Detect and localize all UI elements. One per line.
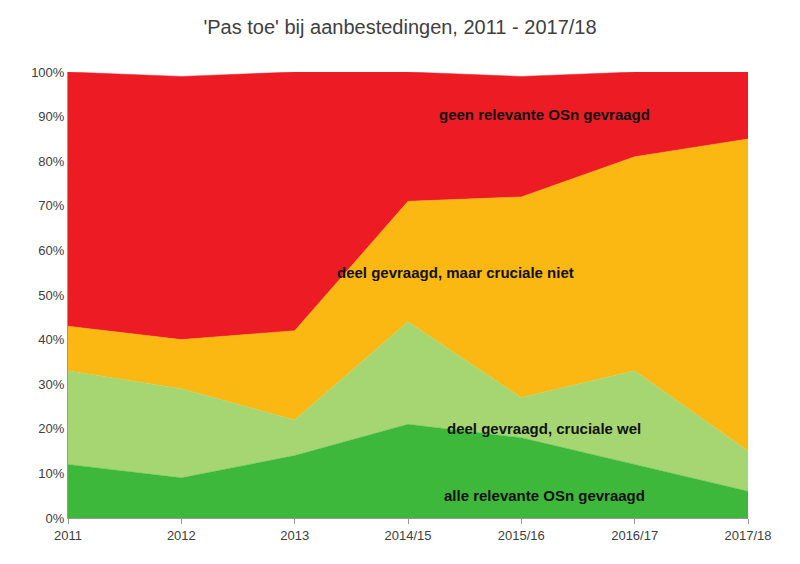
svg-text:100%: 100% xyxy=(31,65,65,80)
svg-text:2017/18: 2017/18 xyxy=(725,528,772,543)
svg-text:70%: 70% xyxy=(38,198,64,213)
svg-text:60%: 60% xyxy=(38,243,64,258)
svg-text:alle relevante OSn gevraagd: alle relevante OSn gevraagd xyxy=(444,487,645,504)
svg-text:40%: 40% xyxy=(38,332,64,347)
svg-text:2015/16: 2015/16 xyxy=(498,528,545,543)
svg-text:deel gevraagd, maar cruciale n: deel gevraagd, maar cruciale niet xyxy=(337,264,574,281)
svg-text:'Pas toe' bij aanbestedingen,: 'Pas toe' bij aanbestedingen, 2011 - 201… xyxy=(203,16,596,38)
svg-text:30%: 30% xyxy=(38,377,64,392)
svg-text:10%: 10% xyxy=(38,466,64,481)
svg-text:50%: 50% xyxy=(38,288,64,303)
svg-text:2016/17: 2016/17 xyxy=(611,528,658,543)
svg-text:geen relevante OSn gevraagd: geen relevante OSn gevraagd xyxy=(439,106,650,123)
svg-text:2011: 2011 xyxy=(54,528,82,543)
svg-text:20%: 20% xyxy=(38,421,64,436)
svg-text:2014/15: 2014/15 xyxy=(385,528,432,543)
svg-text:80%: 80% xyxy=(38,154,64,169)
svg-text:2012: 2012 xyxy=(167,528,196,543)
svg-text:2013: 2013 xyxy=(280,528,309,543)
svg-text:deel gevraagd, cruciale wel: deel gevraagd, cruciale wel xyxy=(447,420,641,437)
svg-text:90%: 90% xyxy=(38,109,64,124)
svg-text:0%: 0% xyxy=(46,511,65,526)
